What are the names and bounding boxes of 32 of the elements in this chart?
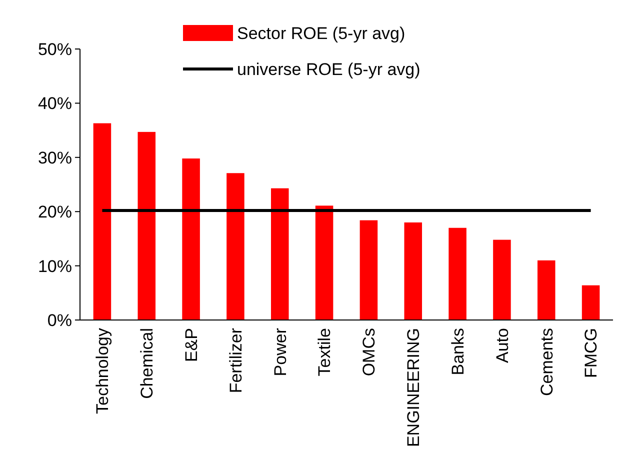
y-tick-label: 0% xyxy=(47,310,72,330)
y-tick-label: 10% xyxy=(38,256,72,276)
bar xyxy=(448,228,466,320)
bar xyxy=(93,123,112,320)
bar xyxy=(404,222,422,320)
y-tick-label: 40% xyxy=(38,94,72,114)
x-tick-label: FMCG xyxy=(582,328,601,378)
bar xyxy=(537,260,556,320)
x-tick-label: E&P xyxy=(182,328,201,362)
bar xyxy=(138,132,156,320)
x-tick-label: Cements xyxy=(537,328,556,396)
bar xyxy=(182,158,200,320)
legend-label: universe ROE (5-yr avg) xyxy=(237,60,420,79)
y-tick-label: 50% xyxy=(38,40,72,59)
x-tick-label: Technology xyxy=(93,328,112,414)
x-tick-label: ENGINEERING xyxy=(404,328,424,448)
x-tick-label: OMCs xyxy=(360,328,379,376)
bar xyxy=(226,173,244,320)
legend-label: Sector ROE (5-yr avg) xyxy=(237,24,406,43)
x-tick-label: Power xyxy=(270,328,290,376)
x-tick-label: Textile xyxy=(315,328,334,376)
bar xyxy=(270,188,289,320)
bar xyxy=(493,240,511,320)
x-tick-label: Banks xyxy=(448,328,468,376)
bar xyxy=(582,285,600,320)
x-tick-label: Fertilizer xyxy=(226,328,246,394)
bar xyxy=(360,220,378,320)
x-tick-label: Chemical xyxy=(138,328,157,399)
x-tick-label: Auto xyxy=(492,328,512,363)
y-tick-label: 30% xyxy=(38,148,72,168)
bar xyxy=(315,206,334,320)
y-tick-label: 20% xyxy=(38,202,72,222)
